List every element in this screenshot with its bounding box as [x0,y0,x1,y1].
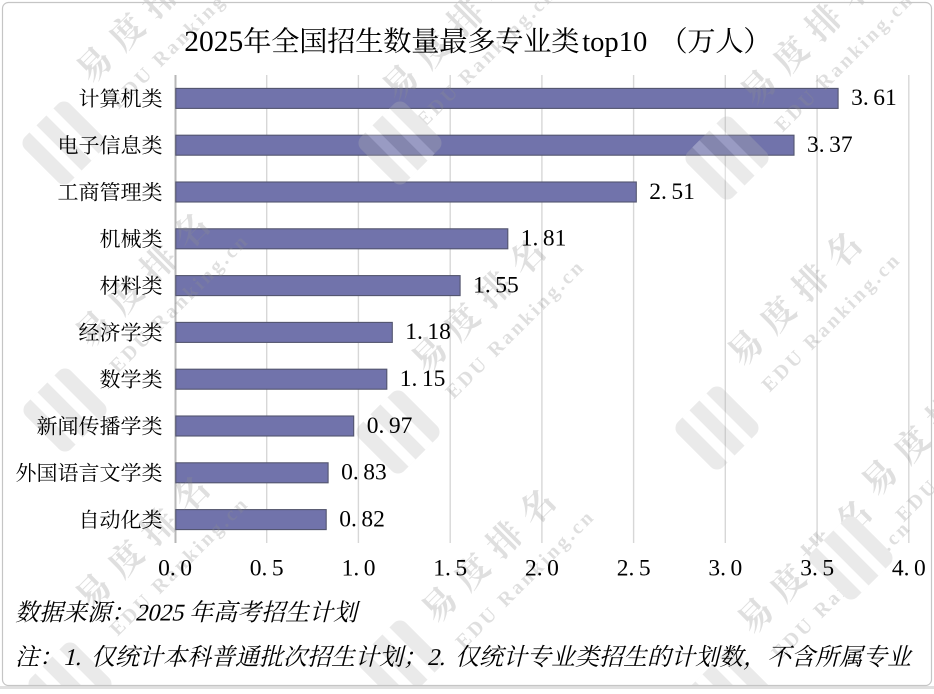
svg-text:1.15: 1. 15 [400,366,446,392]
svg-text:0.83: 0. 83 [341,460,387,486]
svg-text:4.0: 4. 0 [892,556,926,582]
svg-text:1.0: 1. 0 [342,556,376,582]
svg-text:0.0: 0. 0 [158,556,192,582]
svg-text:1.18: 1. 18 [405,319,451,345]
svg-text:0.5: 0. 5 [250,556,284,582]
svg-text:2025: 2025 [184,26,243,58]
svg-text:3.61: 3. 61 [851,85,897,111]
svg-text:1.5: 1. 5 [433,556,467,582]
svg-text:0.82: 0. 82 [339,506,385,532]
svg-text:2.5: 2. 5 [617,556,651,582]
svg-text:3.0: 3. 0 [708,556,742,582]
svg-text:3.37: 3. 37 [807,132,853,158]
svg-text:2025: 2025 [134,600,189,627]
svg-text:2.51: 2. 51 [649,179,695,205]
svg-text:1.55: 1. 55 [473,272,519,298]
svg-text:1.81: 1. 81 [521,226,567,252]
svg-text:2.0: 2. 0 [525,556,559,582]
svg-text:0.97: 0. 97 [367,413,413,439]
svg-text:top10: top10 [582,27,647,58]
svg-text:3.5: 3. 5 [800,556,834,582]
